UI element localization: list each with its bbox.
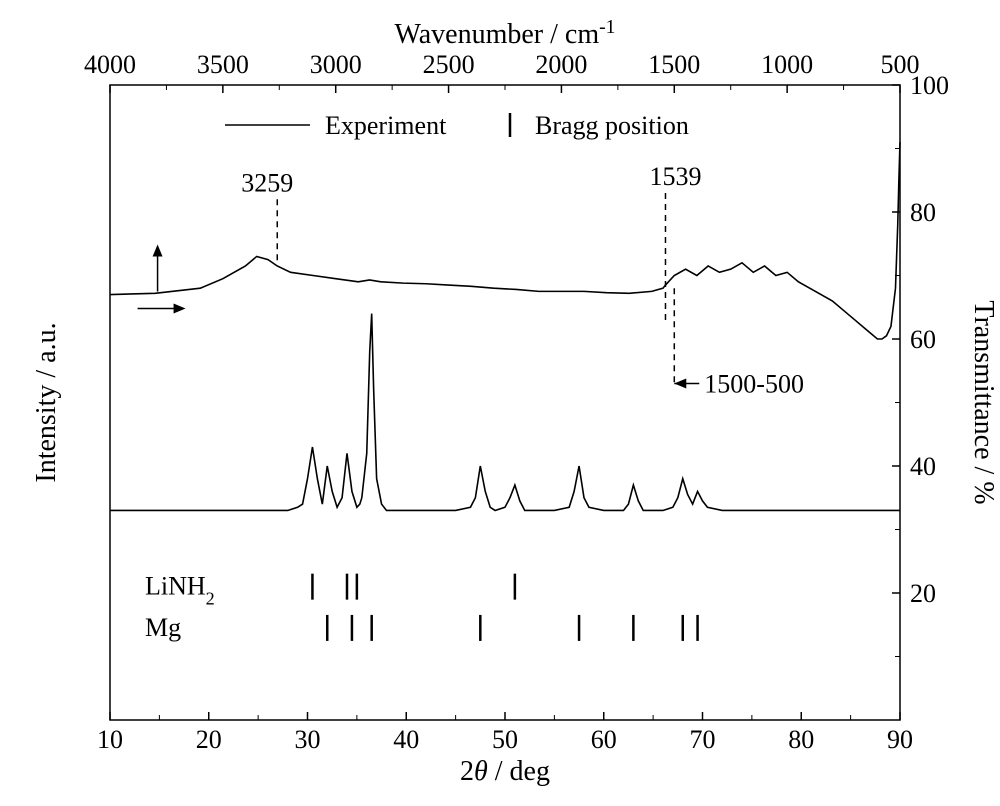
- bottom-tick-label: 60: [591, 725, 617, 754]
- left-axis-label: Intensity / a.u.: [31, 322, 62, 482]
- arrow-up-head: [153, 245, 163, 257]
- xrd-curve: [110, 314, 900, 511]
- label-1500-500: 1500-500: [704, 369, 804, 398]
- top-tick-label: 1000: [761, 50, 813, 79]
- bottom-tick-label: 40: [393, 725, 419, 754]
- right-tick-label: 60: [910, 325, 936, 354]
- legend-bragg-label: Bragg position: [535, 111, 689, 140]
- range-arrow-left: [674, 378, 686, 388]
- bottom-tick-label: 30: [295, 725, 321, 754]
- chart-svg: 4000350030002500200015001000500Wavenumbe…: [0, 0, 1000, 806]
- bottom-tick-label: 10: [97, 725, 123, 754]
- top-tick-label: 4000: [84, 50, 136, 79]
- bottom-tick-label: 90: [887, 725, 913, 754]
- right-tick-label: 100: [910, 71, 949, 100]
- label-1539: 1539: [649, 162, 701, 191]
- bottom-tick-label: 70: [690, 725, 716, 754]
- ftir-curve: [110, 142, 900, 339]
- right-tick-label: 40: [910, 452, 936, 481]
- top-tick-label: 2000: [535, 50, 587, 79]
- top-axis-label: Wavenumber / cm-1: [395, 17, 616, 51]
- bottom-tick-label: 50: [492, 725, 518, 754]
- bottom-axis-label: 2θ / deg: [460, 756, 550, 787]
- chart-container: 4000350030002500200015001000500Wavenumbe…: [0, 0, 1000, 806]
- bottom-tick-label: 80: [788, 725, 814, 754]
- plot-border: [110, 85, 900, 720]
- right-axis-label: Transmittance / %: [968, 300, 999, 504]
- top-tick-label: 3500: [197, 50, 249, 79]
- legend-experiment-label: Experiment: [325, 111, 447, 140]
- bottom-tick-label: 20: [196, 725, 222, 754]
- top-tick-label: 2500: [423, 50, 475, 79]
- top-tick-label: 3000: [310, 50, 362, 79]
- right-tick-label: 80: [910, 198, 936, 227]
- label-3259: 3259: [241, 168, 293, 197]
- bragg-label-linh2: LiNH2: [145, 572, 215, 609]
- arrow-right-head: [174, 304, 186, 314]
- bragg-label-mg: Mg: [145, 613, 181, 642]
- top-tick-label: 1500: [648, 50, 700, 79]
- right-tick-label: 20: [910, 579, 936, 608]
